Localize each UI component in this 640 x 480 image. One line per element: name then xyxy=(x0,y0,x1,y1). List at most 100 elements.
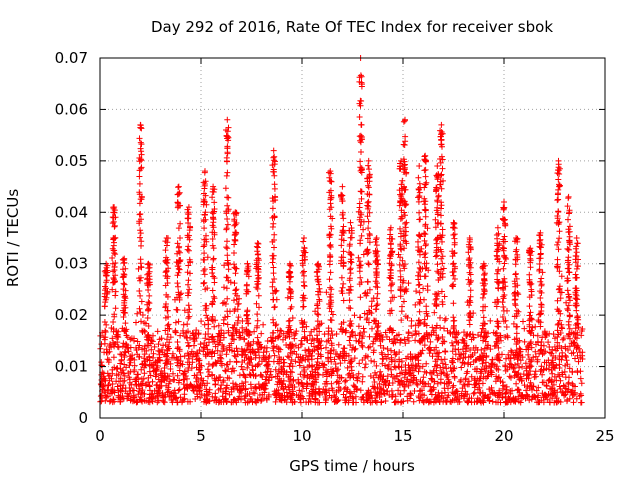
data-point xyxy=(357,158,364,165)
data-point xyxy=(260,321,267,328)
data-point xyxy=(572,271,579,278)
data-point xyxy=(513,380,520,387)
data-point xyxy=(289,369,295,376)
data-point xyxy=(270,252,277,259)
data-point xyxy=(177,220,184,227)
data-point xyxy=(460,395,467,402)
data-point xyxy=(451,220,458,227)
data-point xyxy=(350,382,357,389)
data-point xyxy=(220,316,227,323)
data-point xyxy=(186,313,193,320)
data-point xyxy=(577,349,583,356)
data-point xyxy=(391,399,398,406)
data-point xyxy=(209,287,216,294)
data-point xyxy=(373,242,380,249)
data-point xyxy=(145,260,152,267)
data-point xyxy=(318,345,325,352)
data-point xyxy=(512,271,519,278)
y-tick-label: 0.06 xyxy=(55,100,88,118)
data-point xyxy=(311,343,317,350)
data-point xyxy=(569,380,576,387)
data-point xyxy=(423,360,430,367)
data-point xyxy=(160,398,167,405)
data-point xyxy=(271,352,278,359)
data-point xyxy=(339,284,346,291)
data-point xyxy=(444,374,451,380)
data-point xyxy=(428,375,435,382)
data-point xyxy=(212,390,219,397)
data-point xyxy=(273,321,280,328)
data-point xyxy=(172,319,179,326)
y-tick-label: 0.07 xyxy=(55,49,88,67)
data-point xyxy=(314,269,321,275)
data-point xyxy=(138,298,145,305)
data-point xyxy=(347,266,353,273)
data-point xyxy=(210,255,217,262)
data-point xyxy=(545,339,552,346)
data-point xyxy=(175,184,182,191)
data-point xyxy=(348,234,355,241)
data-point xyxy=(434,163,441,169)
data-point xyxy=(541,359,548,366)
data-point xyxy=(412,328,419,335)
data-point xyxy=(442,361,449,368)
y-tick-label: 0.05 xyxy=(55,152,88,170)
data-point xyxy=(355,254,362,261)
y-tick-label: 0.01 xyxy=(55,358,88,376)
data-point xyxy=(103,321,110,328)
data-point xyxy=(230,325,237,332)
data-point xyxy=(555,176,562,183)
data-point xyxy=(179,398,186,404)
data-point xyxy=(327,269,334,276)
data-point xyxy=(232,209,239,216)
data-point xyxy=(565,269,572,276)
data-point xyxy=(467,347,474,353)
data-point xyxy=(241,357,248,364)
data-point xyxy=(126,385,133,391)
data-point xyxy=(347,305,354,312)
data-point xyxy=(163,242,170,249)
data-point xyxy=(258,330,265,337)
data-point xyxy=(368,357,375,364)
data-point xyxy=(421,237,428,244)
data-point xyxy=(557,377,564,384)
data-point xyxy=(379,360,386,367)
data-point xyxy=(374,295,380,302)
data-point xyxy=(466,321,473,328)
data-point xyxy=(269,205,276,212)
data-point xyxy=(445,385,451,392)
data-point xyxy=(565,294,572,301)
data-point xyxy=(539,379,546,386)
data-point xyxy=(402,340,409,347)
data-point xyxy=(270,147,277,154)
data-point xyxy=(136,211,143,218)
data-point xyxy=(137,230,144,237)
data-point xyxy=(171,387,178,394)
data-point xyxy=(376,380,383,387)
data-point xyxy=(458,364,465,371)
data-point xyxy=(141,370,148,377)
data-point xyxy=(428,370,435,377)
data-point xyxy=(556,228,563,235)
data-point xyxy=(369,325,375,332)
data-point xyxy=(170,376,177,383)
data-point xyxy=(137,260,144,267)
data-point xyxy=(174,339,181,345)
data-point xyxy=(165,321,172,328)
data-point xyxy=(110,242,117,249)
data-point xyxy=(200,280,207,287)
data-point xyxy=(133,319,139,326)
data-point xyxy=(340,297,347,304)
data-point xyxy=(154,328,161,335)
data-point xyxy=(487,317,494,324)
data-point xyxy=(174,307,181,313)
data-point xyxy=(402,212,408,219)
data-point xyxy=(243,312,250,319)
data-point xyxy=(109,255,116,261)
data-point xyxy=(432,253,439,260)
data-point xyxy=(361,310,368,317)
data-point xyxy=(523,387,530,394)
data-point xyxy=(326,276,333,283)
data-point xyxy=(209,362,216,369)
data-point xyxy=(185,247,192,254)
